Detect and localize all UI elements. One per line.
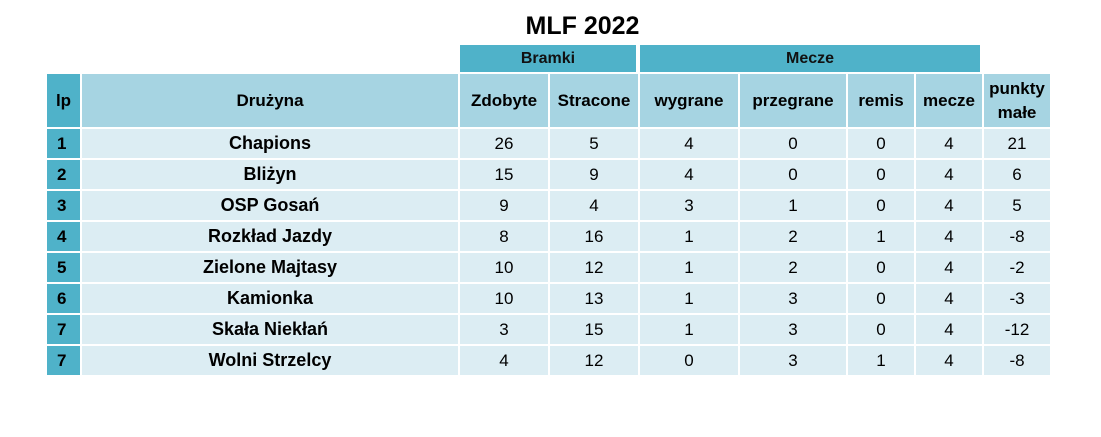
cell-draw: 1 (848, 222, 916, 253)
column-header-lp: lp (47, 74, 82, 129)
cell-lost: 3 (740, 346, 848, 377)
table-row: 6 Kamionka 10 13 1 3 0 4 -3 (47, 284, 1050, 315)
cell-small-points: 21 (984, 129, 1050, 160)
cell-matches: 4 (916, 284, 984, 315)
cell-won: 1 (640, 222, 740, 253)
cell-small-points: 6 (984, 160, 1050, 191)
cell-small-points: -8 (984, 222, 1050, 253)
cell-scored: 15 (460, 160, 550, 191)
column-header-lost: przegrane (740, 74, 848, 129)
cell-won: 3 (640, 191, 740, 222)
cell-won: 1 (640, 315, 740, 346)
cell-small-points: -3 (984, 284, 1050, 315)
cell-conceded: 12 (550, 346, 640, 377)
cell-lp: 3 (47, 191, 82, 222)
cell-draw: 0 (848, 160, 916, 191)
cell-draw: 0 (848, 253, 916, 284)
column-header-conceded: Stracone (550, 74, 640, 129)
cell-scored: 10 (460, 284, 550, 315)
cell-team: Rozkład Jazdy (82, 222, 460, 253)
cell-matches: 4 (916, 346, 984, 377)
cell-won: 1 (640, 253, 740, 284)
cell-scored: 26 (460, 129, 550, 160)
cell-scored: 10 (460, 253, 550, 284)
cell-small-points: -2 (984, 253, 1050, 284)
cell-small-points: -8 (984, 346, 1050, 377)
table-row: 5 Zielone Majtasy 10 12 1 2 0 4 -2 (47, 253, 1050, 284)
cell-small-points: 5 (984, 191, 1050, 222)
cell-team: Kamionka (82, 284, 460, 315)
cell-small-points: -12 (984, 315, 1050, 346)
cell-draw: 0 (848, 191, 916, 222)
cell-lp: 6 (47, 284, 82, 315)
table-title: MLF 2022 (525, 12, 640, 40)
cell-lost: 3 (740, 315, 848, 346)
cell-conceded: 9 (550, 160, 640, 191)
group-header-goals: Bramki (460, 45, 636, 72)
column-header-draw: remis (848, 74, 916, 129)
cell-draw: 0 (848, 284, 916, 315)
cell-conceded: 13 (550, 284, 640, 315)
cell-team: Bliżyn (82, 160, 460, 191)
column-header-matches: mecze (916, 74, 984, 129)
cell-won: 1 (640, 284, 740, 315)
table-row: 7 Wolni Strzelcy 4 12 0 3 1 4 -8 (47, 346, 1050, 377)
cell-conceded: 5 (550, 129, 640, 160)
cell-lp: 4 (47, 222, 82, 253)
column-header-team: Drużyna (82, 74, 460, 129)
cell-team: Skała Niekłań (82, 315, 460, 346)
table-row: 2 Bliżyn 15 9 4 0 0 4 6 (47, 160, 1050, 191)
small-points-label: punkty małe (989, 78, 1045, 122)
cell-lost: 1 (740, 191, 848, 222)
cell-team: Wolni Strzelcy (82, 346, 460, 377)
cell-matches: 4 (916, 253, 984, 284)
cell-won: 0 (640, 346, 740, 377)
cell-matches: 4 (916, 129, 984, 160)
cell-draw: 0 (848, 129, 916, 160)
cell-lost: 2 (740, 222, 848, 253)
cell-lp: 1 (47, 129, 82, 160)
table-row: 3 OSP Gosań 9 4 3 1 0 4 5 (47, 191, 1050, 222)
cell-conceded: 15 (550, 315, 640, 346)
cell-lp: 7 (47, 346, 82, 377)
table-row: 7 Skała Niekłań 3 15 1 3 0 4 -12 (47, 315, 1050, 346)
cell-scored: 4 (460, 346, 550, 377)
cell-team: Zielone Majtasy (82, 253, 460, 284)
table-row: 4 Rozkład Jazdy 8 16 1 2 1 4 -8 (47, 222, 1050, 253)
header-row: lp Drużyna Zdobyte Stracone wygrane prze… (47, 74, 1050, 129)
table-row: 1 Chapions 26 5 4 0 0 4 21 (47, 129, 1050, 160)
column-header-scored: Zdobyte (460, 74, 550, 129)
cell-lost: 3 (740, 284, 848, 315)
cell-lost: 2 (740, 253, 848, 284)
cell-matches: 4 (916, 222, 984, 253)
cell-lost: 0 (740, 129, 848, 160)
standings-table: lp Drużyna Zdobyte Stracone wygrane prze… (47, 74, 1050, 377)
cell-team: OSP Gosań (82, 191, 460, 222)
cell-scored: 3 (460, 315, 550, 346)
cell-lp: 5 (47, 253, 82, 284)
cell-lp: 2 (47, 160, 82, 191)
cell-team: Chapions (82, 129, 460, 160)
column-header-small-points: punkty małe (984, 74, 1050, 129)
cell-conceded: 12 (550, 253, 640, 284)
cell-won: 4 (640, 129, 740, 160)
cell-matches: 4 (916, 191, 984, 222)
cell-matches: 4 (916, 315, 984, 346)
cell-lost: 0 (740, 160, 848, 191)
cell-matches: 4 (916, 160, 984, 191)
column-header-won: wygrane (640, 74, 740, 129)
cell-draw: 0 (848, 315, 916, 346)
cell-scored: 8 (460, 222, 550, 253)
cell-scored: 9 (460, 191, 550, 222)
cell-conceded: 4 (550, 191, 640, 222)
cell-lp: 7 (47, 315, 82, 346)
cell-draw: 1 (848, 346, 916, 377)
cell-conceded: 16 (550, 222, 640, 253)
group-header-matches: Mecze (640, 45, 980, 72)
cell-won: 4 (640, 160, 740, 191)
